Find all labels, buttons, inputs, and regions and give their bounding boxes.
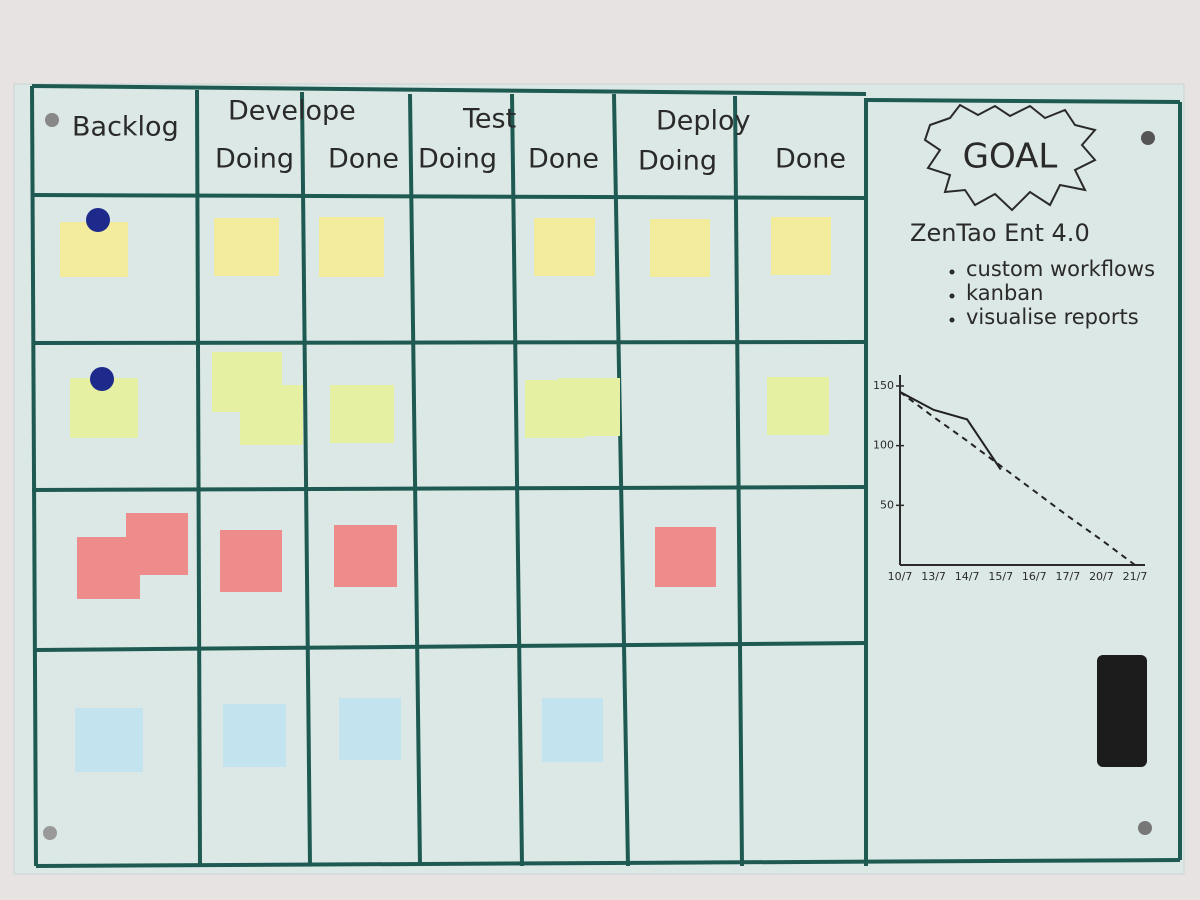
marker-holder [1097,655,1147,767]
sticky-note [223,704,286,767]
group-header: Deploy [656,106,751,137]
goal-burst [923,103,1097,212]
standoff [1141,131,1155,145]
group-header: Develope [228,96,356,127]
bullet [949,269,955,275]
sticky-note [542,698,603,762]
x-tick-label: 10/7 [888,570,913,583]
feature: kanban [966,281,1043,305]
x-tick-label: 15/7 [988,570,1013,583]
x-tick-label: 14/7 [955,570,980,583]
column-header: Done [775,144,846,175]
sticky-note [650,219,710,277]
product-name: ZenTao Ent 4.0 [910,219,1090,247]
sticky-note [534,218,595,276]
sticky-note [75,708,143,772]
magnet [86,208,110,232]
x-tick-label: 16/7 [1022,570,1047,583]
sticky-note [334,525,397,587]
sticky-note [767,377,829,435]
series-line [899,391,1002,471]
standoff [43,826,57,840]
goal-title: GOAL [963,137,1058,177]
sticky-note [319,217,384,277]
x-tick-label: 20/7 [1089,570,1114,583]
sticky-note [558,378,620,436]
sticky-note [214,218,279,276]
x-tick-label: 13/7 [921,570,946,583]
grid [30,84,1182,868]
sticky-note [330,385,394,443]
magnet [90,367,114,391]
y-tick-label: 50 [880,498,894,511]
standoff [45,113,59,127]
x-tick-label: 17/7 [1056,570,1081,583]
y-tick-label: 100 [873,439,894,452]
column-header: Doing [418,144,497,175]
bullet [949,317,955,323]
standoff [1138,821,1152,835]
column-header: Done [328,144,399,175]
y-tick-label: 150 [873,379,894,392]
sticky-note [220,530,282,592]
sticky-notes [60,208,831,772]
sticky-note [126,513,188,575]
column-header: Doing [215,144,294,175]
sticky-note [339,698,401,760]
bullet [949,293,955,299]
column-header: Doing [638,146,717,177]
x-tick-label: 21/7 [1123,570,1148,583]
backlog-header: Backlog [72,112,179,143]
group-header: Test [462,104,516,135]
feature: custom workflows [966,257,1155,281]
sticky-note [655,527,716,587]
sticky-note [240,385,303,445]
burndown-chart: 50 100 150 10/7 13/7 14/7 15/7 16/7 17/7 20/7 21/7 [873,375,1147,583]
column-header: Done [528,144,599,175]
series-line [899,391,1136,566]
feature: visualise reports [966,305,1139,329]
sticky-note [771,217,831,275]
